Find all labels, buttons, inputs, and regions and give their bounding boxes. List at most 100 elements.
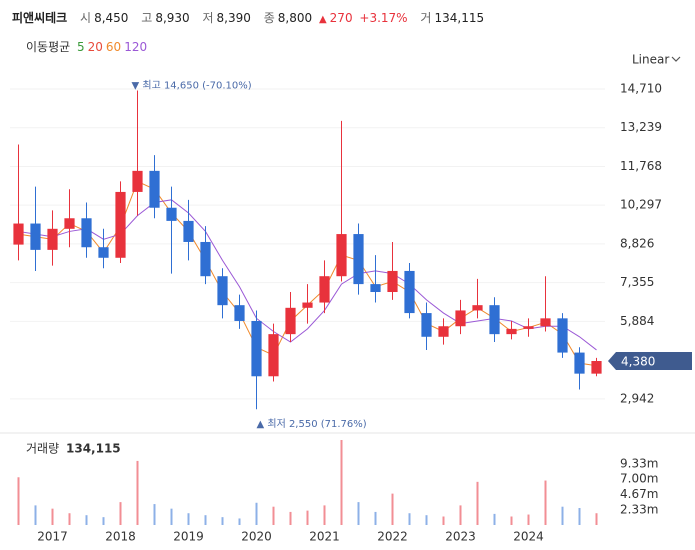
volume-bar xyxy=(153,504,156,525)
y-tick-label: 7.00m xyxy=(620,472,658,486)
dropdown-arrow[interactable] xyxy=(671,56,681,62)
candle-body xyxy=(115,191,126,258)
y-tick-label: 2,942 xyxy=(620,391,654,405)
volume-bar xyxy=(391,493,394,525)
candle-body xyxy=(98,247,109,258)
volume-bar xyxy=(595,513,598,525)
x-tick-label: 2019 xyxy=(173,530,204,544)
candle-body xyxy=(438,326,449,337)
candle-body xyxy=(472,305,483,311)
volume-bar xyxy=(510,516,513,525)
volume-bar xyxy=(136,460,139,525)
x-tick-label: 2023 xyxy=(445,530,476,544)
candle-body xyxy=(557,318,568,353)
x-tick-label: 2022 xyxy=(377,530,408,544)
candle-body xyxy=(353,234,364,285)
value: 8,800 xyxy=(277,11,313,25)
change-pct: +3.17% xyxy=(359,11,408,25)
volume-bar xyxy=(442,516,445,525)
candle-body xyxy=(540,318,551,327)
x-tick-label: 2020 xyxy=(241,530,272,544)
candle-body xyxy=(149,170,160,208)
volume-bar xyxy=(102,517,105,525)
volume-bar xyxy=(68,513,71,525)
volume-bar xyxy=(51,508,54,525)
current-price-label: 4,380 xyxy=(621,355,655,369)
up-arrow: ▲ xyxy=(318,14,327,25)
ma-legend: 이동평균 5 20 60 120 xyxy=(26,38,150,55)
low-annotation: ▲ 최저 2,550 (71.76%) xyxy=(257,418,367,430)
volume-bar xyxy=(204,515,207,525)
ma-line xyxy=(18,180,597,367)
y-tick-label: 14,710 xyxy=(620,81,662,95)
candle-body xyxy=(319,276,330,303)
volume-bar xyxy=(119,502,122,525)
x-tick-label: 2021 xyxy=(309,530,340,544)
volume-value: 134,115 xyxy=(66,442,121,456)
candle-body xyxy=(336,234,347,277)
legend-title: 이동평균 xyxy=(26,40,71,54)
change: 270 xyxy=(329,11,353,25)
candle-body xyxy=(455,310,466,327)
y-tick-label: 7,355 xyxy=(620,275,654,289)
label: 거 xyxy=(420,11,432,25)
value: 8,930 xyxy=(155,11,190,25)
candle-body xyxy=(200,241,211,277)
high-annotation: ▼ 최고 14,650 (-70.10%) xyxy=(132,80,252,92)
volume-bar xyxy=(289,511,292,525)
volume-bar xyxy=(544,480,547,525)
candle-body xyxy=(30,223,41,250)
volume-bar xyxy=(255,502,258,525)
volume-bar xyxy=(459,505,462,525)
legend-item: 20 xyxy=(87,40,103,54)
volume-bar xyxy=(170,508,173,525)
current-price-box xyxy=(608,352,692,371)
volume-bar xyxy=(34,505,37,525)
candle-body xyxy=(268,334,279,377)
candle-body xyxy=(404,270,415,314)
candle-body xyxy=(81,218,92,248)
candle-body xyxy=(591,361,602,374)
stock-name: 피앤씨테크 xyxy=(12,11,68,25)
y-tick-label: 5,884 xyxy=(620,314,654,328)
label: 저 xyxy=(202,11,214,25)
volume-bar xyxy=(527,514,530,525)
volume-bar xyxy=(306,510,309,525)
candle-body xyxy=(387,270,398,293)
header: 피앤씨테크 시 8,450 고 8,930 저 8,390 종 8,800 ▲ 270 +… xyxy=(12,9,487,26)
candle-body xyxy=(132,170,143,192)
candle-body xyxy=(574,352,585,374)
y-tick-label: 8,826 xyxy=(620,236,654,250)
label: 시 xyxy=(80,11,92,25)
candle-body xyxy=(489,305,500,335)
volume-bar xyxy=(493,513,496,525)
candle-body xyxy=(251,320,262,377)
y-tick-label: 2.33m xyxy=(620,502,658,516)
volume-title: 거래량 xyxy=(26,442,59,456)
candle-body xyxy=(421,313,432,337)
candle-body xyxy=(370,284,381,293)
volume-bar xyxy=(221,517,224,525)
y-tick-label: 9.33m xyxy=(620,456,658,470)
x-tick-label: 2024 xyxy=(513,530,544,544)
volume-bar xyxy=(238,518,241,525)
volume-bar xyxy=(357,502,360,525)
value: 8,390 xyxy=(216,11,251,25)
ma-line xyxy=(18,199,597,351)
volume-bar xyxy=(17,477,20,525)
candle-body xyxy=(166,207,177,221)
volume-bar xyxy=(272,506,275,525)
legend-item: 5 xyxy=(77,40,85,54)
scale-toggle[interactable]: Linear xyxy=(632,53,669,67)
candle-body xyxy=(47,228,58,250)
candle-body xyxy=(302,302,313,308)
value: 134,115 xyxy=(434,11,485,25)
volume-bar xyxy=(323,505,326,525)
legend-item: 120 xyxy=(124,40,148,54)
volume-bar xyxy=(561,506,564,525)
volume-bar xyxy=(374,511,377,525)
x-tick-label: 2017 xyxy=(37,530,68,544)
y-tick-label: 13,239 xyxy=(620,120,662,134)
legend-item: 60 xyxy=(105,40,122,54)
